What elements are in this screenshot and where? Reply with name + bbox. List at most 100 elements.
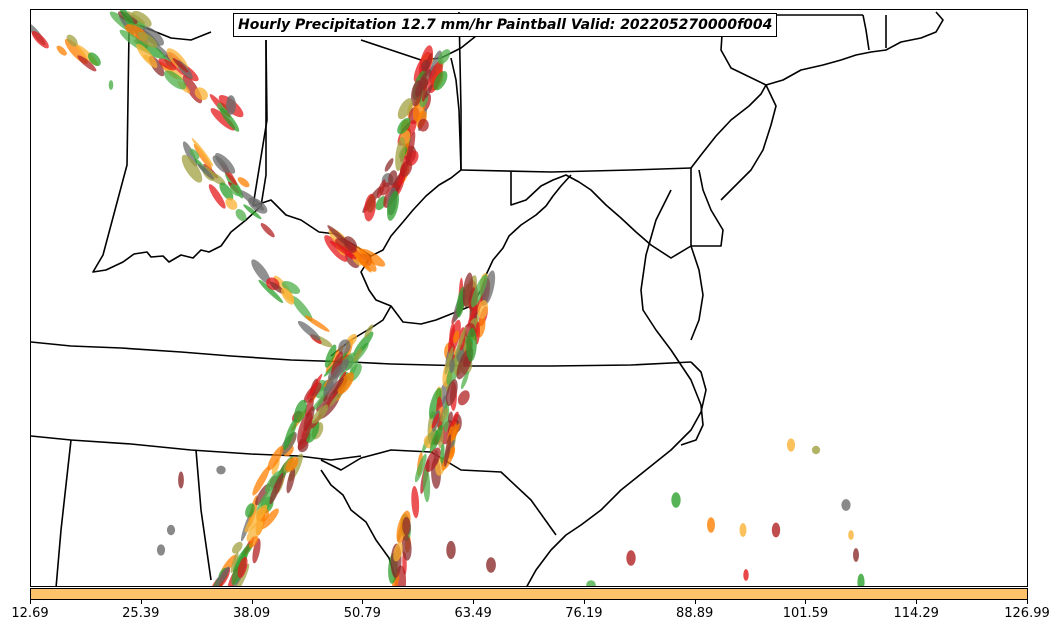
paintball-blob [444,434,452,467]
paintball-blob [191,137,214,167]
paintball-blob [376,179,386,199]
paintball-blob [431,413,440,429]
indiana-ohio-border [252,39,268,207]
paintball-blob [853,548,859,562]
paintball-blob [482,270,496,306]
paintball-blob [164,70,187,90]
paintball-blob [423,467,431,503]
paintball-blob [424,84,433,99]
paintball-blob [249,536,259,548]
precipitation-paintballs [31,10,865,586]
paintball-blob [136,43,158,69]
paintball-blob [283,418,297,451]
chesapeake-bay [640,189,704,446]
paintball-blob [131,10,152,28]
paintball-blob [237,177,250,188]
new-york-border [690,14,863,169]
paintball-blob [56,45,67,56]
colorbar-tick-mark [30,600,31,604]
map-canvas [31,10,944,586]
colorbar-tick-mark [1027,600,1028,604]
ohio-river [252,57,462,257]
paintball-blob [323,364,343,397]
paintball-blob [449,358,455,373]
paintball-blob [158,58,177,71]
pennsylvania-south-border [460,167,692,173]
paintball-blob [841,499,851,511]
paintball-blob [178,471,184,489]
colorbar-tick-label: 38.09 [232,606,271,621]
paintball-blob [353,348,363,362]
paintball-blob [337,372,354,395]
paintball-blob [771,522,781,538]
colorbar-tick-mark [916,600,918,604]
paintball-blob [235,209,247,222]
paintball-blob [406,131,416,166]
paintball-blob [386,190,400,221]
paintball-blob [286,467,296,494]
paintball-blob [857,573,865,586]
delaware-border [690,168,724,247]
paintball-blob [352,245,377,272]
paintball-blob [454,326,467,357]
paintball-blob [269,281,285,294]
paintball-blob [429,424,443,454]
paintball-blob [252,466,270,496]
paintball-blob [297,320,321,341]
paintball-blob [446,540,456,560]
paintball-blob [246,520,264,542]
paintball-blob [119,10,135,28]
virginia-south-border [390,361,692,367]
colorbar-tick-mark [805,600,807,604]
paintball-blob [421,85,428,102]
carolina-coast [526,361,707,586]
colorbar-tick-label: 63.49 [454,606,492,621]
paintball-blob [197,163,214,180]
paintball-blob [77,55,97,72]
paintball-blob [281,281,301,294]
paintball-blob [219,182,234,201]
paintball-blob [267,445,284,471]
paintball-blob [127,11,146,24]
paintball-blob [440,443,445,464]
paintball-blob [471,274,488,308]
colorbar-tick-mark [583,600,585,604]
paintball-blob [304,315,330,332]
paintball-blob [239,190,265,211]
paintball-blob [401,535,412,561]
new-england-coast [765,11,944,86]
paintball-blob [433,71,448,91]
paintball-blob [137,31,158,48]
paintball-blob [425,447,441,473]
maryland-border [510,172,692,259]
paintball-blob [397,98,413,120]
paintball-blob [245,503,255,518]
paintball-blob [467,304,478,328]
paintball-blob [193,143,213,170]
paintball-blob [364,193,376,222]
paintball-blob [410,80,423,107]
paintball-blob [323,377,344,402]
paintball-blob [264,470,282,493]
paintball-blob [338,339,351,355]
paintball-blob [402,517,411,536]
paintball-blob [466,328,477,362]
map-panel [30,9,1028,587]
paintball-blob [739,523,747,537]
paintball-blob [182,141,198,167]
paintball-blob [811,445,821,455]
paintball-blob [194,87,208,101]
paintball-blob [297,411,313,446]
paintball-blob [108,80,114,90]
paintball-blob [411,486,420,519]
paintball-blob [216,465,226,475]
colorbar-tick-label: 126.99 [1004,606,1050,621]
paintball-blob [329,240,357,260]
paintball-blob [388,170,398,186]
paintball-blob [452,330,460,344]
paintball-blob [462,272,473,308]
paintball-blob [304,397,314,418]
paintball-blob [142,26,164,46]
pennsylvania-west-border [458,11,462,170]
paintball-blob [172,58,189,73]
